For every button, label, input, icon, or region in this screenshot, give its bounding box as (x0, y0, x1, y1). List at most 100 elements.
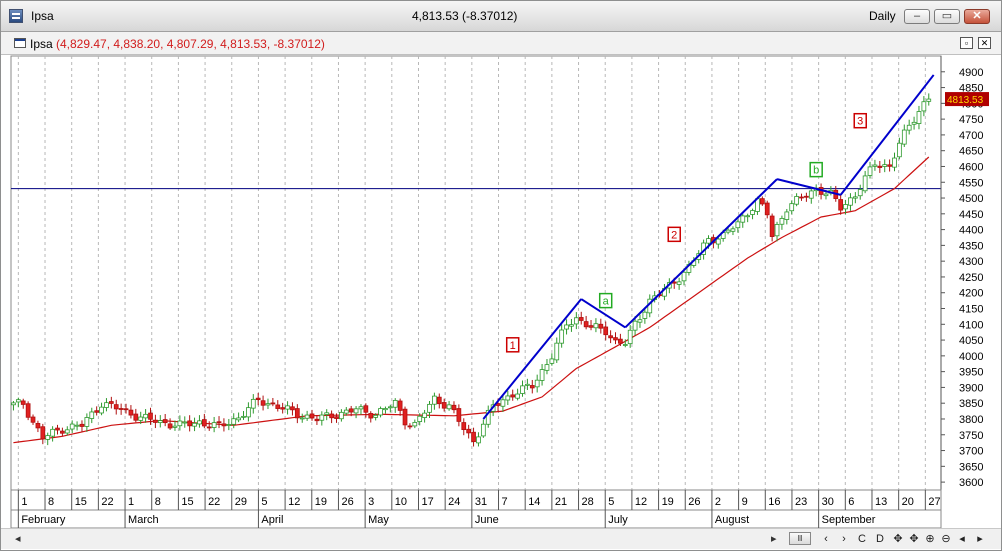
candlestick (622, 339, 628, 348)
candlestick (246, 402, 251, 422)
move-icon[interactable]: ✥ (909, 533, 919, 545)
candle-body (676, 281, 682, 285)
candlestick (270, 397, 276, 407)
candlestick (79, 420, 85, 433)
restore-pane-button[interactable]: ▫ (960, 37, 973, 49)
candlestick (505, 390, 511, 406)
candle-body (20, 400, 26, 405)
candlestick (598, 318, 604, 334)
candlestick (759, 196, 765, 206)
candle-body (387, 406, 393, 409)
date-tick-label: 26 (688, 496, 700, 508)
candle-body (911, 121, 917, 125)
candle-body (784, 211, 790, 220)
candlestick (417, 413, 423, 426)
candlestick (55, 424, 60, 435)
candle-body (921, 101, 927, 112)
candlestick (108, 396, 114, 409)
candlestick (857, 184, 863, 200)
page-right-icon[interactable]: ▸ (977, 533, 983, 545)
page-left-icon[interactable]: ◂ (959, 533, 965, 545)
wave-label-text: b (813, 165, 819, 177)
candlestick (407, 423, 413, 430)
candlestick (11, 400, 16, 411)
candlestick (177, 415, 183, 431)
pan-icon[interactable]: ✥ (893, 533, 903, 545)
chart-scroll-back-icon[interactable]: ‹ (824, 533, 828, 545)
candlestick (583, 315, 589, 330)
zoom-in-icon[interactable]: ⊕ (925, 533, 935, 545)
month-label: March (128, 514, 159, 526)
compress-bars-icon[interactable]: C (858, 533, 866, 545)
date-tick-label: 21 (555, 496, 567, 508)
candlestick (275, 400, 281, 412)
scroll-thumb[interactable]: Ⅲ (789, 532, 811, 545)
candlestick (618, 333, 623, 346)
candle-body (343, 409, 349, 414)
candle-body (246, 407, 251, 418)
wave-label-box (809, 161, 823, 178)
candlestick (480, 419, 486, 438)
candle-body (725, 229, 731, 233)
candlestick (201, 413, 207, 429)
elliott-wave-line (776, 178, 841, 196)
scroll-left-icon[interactable]: ◂ (15, 533, 21, 545)
scroll-right-icon[interactable]: ▸ (771, 533, 777, 545)
price-chart[interactable]: 1 a 2 b 3 3600 3650 3700 3750 3800 3850 3900 3950 400… (1, 54, 1001, 528)
candle-body (598, 323, 604, 329)
close-pane-button[interactable]: ✕ (978, 37, 991, 49)
candle-body (789, 203, 795, 212)
zoom-out-icon[interactable]: ⊖ (941, 533, 951, 545)
candlestick (167, 418, 173, 430)
candle-body (549, 358, 555, 364)
candlestick (877, 160, 883, 173)
candlestick (588, 320, 594, 331)
maximize-button[interactable]: ▭ (934, 9, 960, 24)
price-tick-label: 4400 (959, 225, 983, 237)
candle-body (804, 195, 809, 198)
candle-body (500, 399, 506, 407)
candle-body (637, 319, 643, 323)
candlestick (118, 403, 124, 415)
expand-bars-icon[interactable]: D (876, 533, 884, 545)
horizontal-scrollbar[interactable]: ◂ Ⅲ ▸ ‹ › C D ✥ ✥ ⊕ ⊖ ◂ ▸ (1, 528, 1001, 549)
candlestick (446, 400, 452, 411)
candlestick (343, 407, 349, 416)
candle-body (84, 417, 90, 427)
candle-body (417, 415, 423, 422)
candle-body (451, 404, 457, 411)
candle-body (177, 420, 183, 427)
candlestick (862, 170, 868, 194)
candlestick (554, 337, 560, 363)
candlestick (725, 227, 731, 235)
candlestick (368, 411, 374, 423)
candlestick (867, 161, 873, 179)
candle-body (221, 423, 227, 427)
candle-body (128, 409, 134, 416)
candlestick (436, 393, 442, 409)
candlestick (456, 404, 462, 427)
candle-body (706, 238, 711, 244)
candlestick (422, 409, 427, 423)
date-tick-label: 29 (235, 496, 247, 508)
price-tick-label: 3600 (959, 477, 983, 489)
candlestick (774, 221, 780, 242)
candle-body (11, 402, 16, 406)
candlestick (559, 324, 565, 348)
period-label[interactable]: Daily (869, 9, 896, 23)
candle-body (99, 406, 104, 414)
candlestick (285, 401, 290, 415)
chart-scroll-forward-icon[interactable]: › (842, 533, 846, 545)
date-tick-label: 20 (902, 496, 914, 508)
close-button[interactable]: ✕ (964, 9, 990, 24)
candle-body (275, 404, 281, 409)
candlestick (392, 398, 398, 413)
candlestick (730, 226, 736, 236)
subchart-window-icon (14, 38, 26, 48)
candlestick (412, 419, 418, 429)
date-tick-label: 10 (395, 496, 407, 508)
candlestick (637, 314, 643, 328)
candle-body (397, 400, 403, 411)
candle-body (363, 405, 369, 413)
minimize-button[interactable]: – (904, 9, 930, 24)
